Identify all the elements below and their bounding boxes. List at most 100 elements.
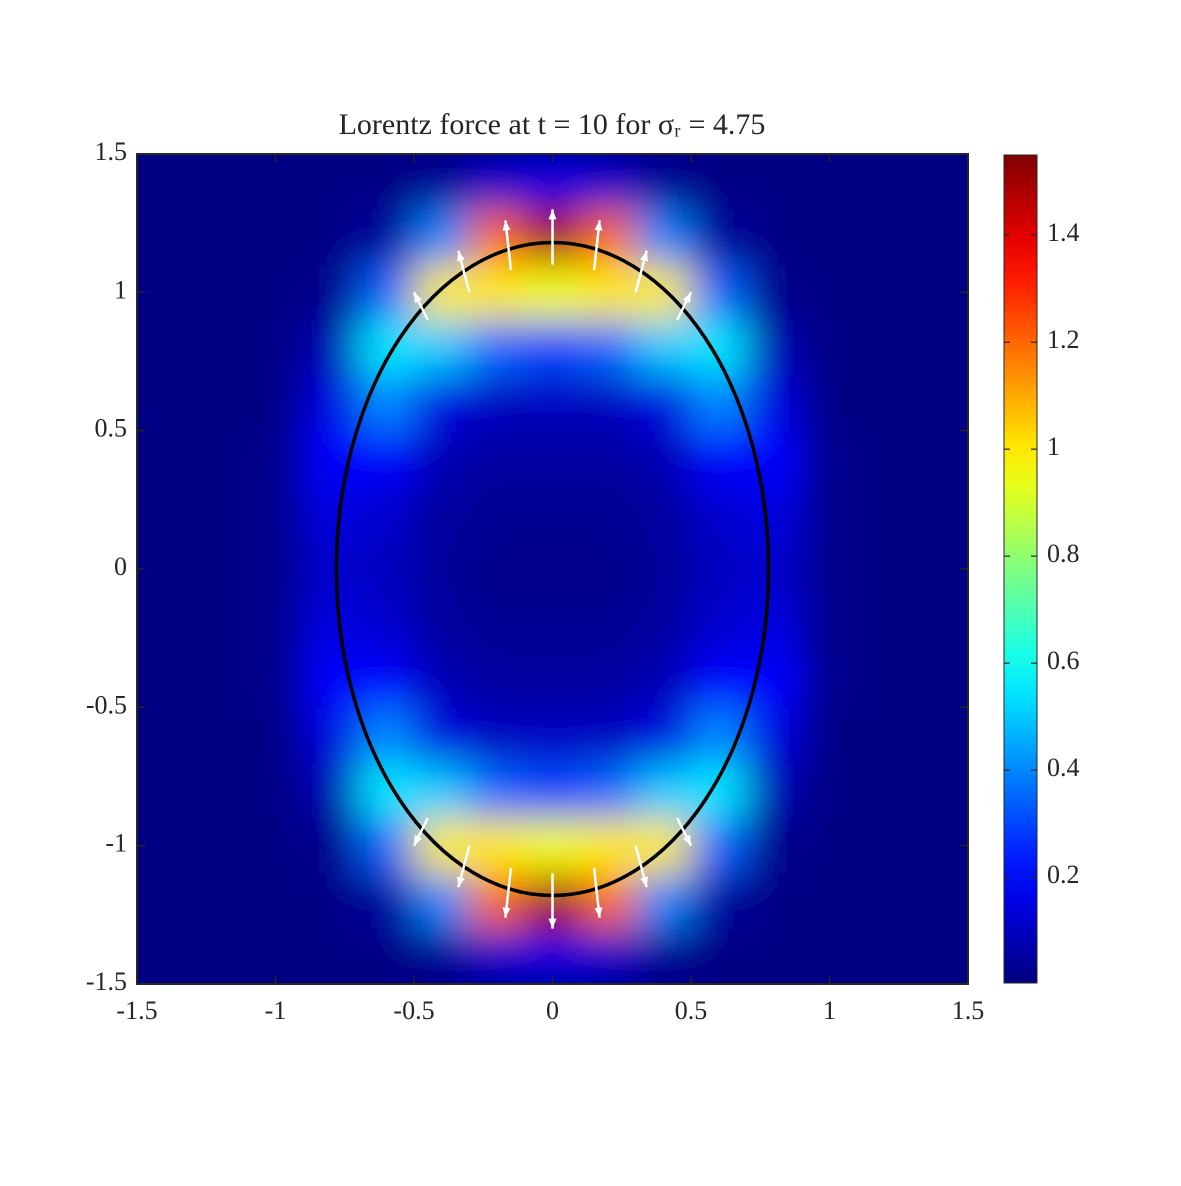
heat-cell xyxy=(857,596,914,653)
heat-cell xyxy=(635,707,692,764)
heat-cell xyxy=(358,541,415,598)
heat-cell xyxy=(746,541,803,598)
heat-cell xyxy=(469,486,526,542)
y-tick-label: -1.5 xyxy=(86,967,127,996)
chart-title: Lorentz force at t = 10 for σᵣ = 4.75 xyxy=(339,108,766,141)
heat-cell xyxy=(137,873,193,930)
heat-cell xyxy=(691,818,747,874)
arrow xyxy=(457,250,471,293)
heat-cell xyxy=(746,762,803,819)
heat-cell xyxy=(414,320,470,376)
heat-cell xyxy=(857,707,914,764)
heat-cell xyxy=(635,541,692,598)
heat-cell xyxy=(524,264,581,321)
arrow-head xyxy=(682,834,691,846)
heat-cell xyxy=(912,928,968,984)
heat-cell xyxy=(137,762,193,819)
heat-cell xyxy=(137,154,193,210)
heat-cell xyxy=(912,430,968,487)
arrow-head xyxy=(457,876,465,888)
y-tick-label: -1 xyxy=(105,829,127,858)
heat-cell xyxy=(524,320,581,376)
heat-cell xyxy=(524,596,581,653)
heat-cell xyxy=(137,430,193,487)
heat-cell xyxy=(691,154,747,210)
y-tick-label: 1 xyxy=(114,275,127,304)
heat-cell xyxy=(358,430,415,487)
heat-cell xyxy=(635,320,692,376)
heat-cell xyxy=(857,430,914,487)
colorbar-tick-label: 1.4 xyxy=(1047,218,1080,247)
arrow xyxy=(592,867,603,918)
heat-cell xyxy=(746,154,803,210)
arrow xyxy=(634,250,648,293)
heat-cell xyxy=(303,209,360,266)
heat-cell xyxy=(192,264,249,321)
arrow xyxy=(412,291,429,321)
heat-cell xyxy=(358,486,415,542)
heat-cell xyxy=(746,320,803,376)
heat-cell xyxy=(192,707,249,764)
heat-cell xyxy=(801,209,858,266)
heat-cell xyxy=(414,596,470,653)
x-tick-label: 1.5 xyxy=(952,996,985,1025)
heat-cell xyxy=(635,430,692,487)
y-tick-label: 0 xyxy=(114,552,127,581)
heat-cell xyxy=(691,209,747,266)
arrow xyxy=(634,845,648,888)
x-tick-label: -1 xyxy=(265,996,287,1025)
heat-cell xyxy=(912,486,968,542)
heat-cell xyxy=(192,873,249,930)
heat-cell xyxy=(857,320,914,376)
heat-cell xyxy=(691,873,747,930)
heat-cell xyxy=(469,209,526,266)
arrow-head xyxy=(640,250,648,262)
heat-cell xyxy=(580,873,637,930)
heat-cell xyxy=(801,652,858,708)
heat-cell xyxy=(746,873,803,930)
heat-cell xyxy=(524,486,581,542)
heat-cell xyxy=(801,375,858,432)
heat-cell xyxy=(691,596,747,653)
arrow xyxy=(676,817,693,847)
overlay: -1.5 -1 -0.5 0 0.5 1 1.5 -1.5 -1 -0.5 0 0.5 1 1.5 0.2 0… xyxy=(86,137,1080,1025)
heat-cell xyxy=(247,264,304,321)
heat-cell xyxy=(247,541,304,598)
heat-cell xyxy=(524,541,581,598)
heat-cell xyxy=(912,264,968,321)
heat-cell xyxy=(524,652,581,708)
heat-cell xyxy=(414,707,470,764)
colorbar-tick-label: 0.4 xyxy=(1047,753,1080,782)
heat-cell xyxy=(137,375,193,432)
heat-cell xyxy=(303,873,360,930)
heat-cell xyxy=(524,707,581,764)
heat-cell xyxy=(303,762,360,819)
heat-cell xyxy=(247,430,304,487)
heat-cell xyxy=(580,762,637,819)
heat-cell xyxy=(303,375,360,432)
heat-cell xyxy=(912,652,968,708)
heat-cell xyxy=(192,430,249,487)
heat-cell xyxy=(247,873,304,930)
heat-cell xyxy=(414,375,470,432)
heat-cell xyxy=(137,541,193,598)
heat-cell xyxy=(137,707,193,764)
heat-cell xyxy=(580,209,637,266)
heat-cell xyxy=(580,818,637,874)
heat-cell xyxy=(580,375,637,432)
heat-cell xyxy=(524,762,581,819)
arrow-head xyxy=(548,918,557,929)
heat-cell xyxy=(857,486,914,542)
heat-cell xyxy=(580,541,637,598)
heat-cell xyxy=(192,652,249,708)
heat-cell xyxy=(469,541,526,598)
heat-cell xyxy=(469,596,526,653)
heat-cell xyxy=(469,375,526,432)
arrow xyxy=(592,220,603,271)
heat-cell xyxy=(414,652,470,708)
heat-cell xyxy=(192,928,249,984)
heat-cell xyxy=(247,762,304,819)
heat-cell xyxy=(137,264,193,321)
heat-cell xyxy=(192,320,249,376)
heat-cell xyxy=(857,541,914,598)
